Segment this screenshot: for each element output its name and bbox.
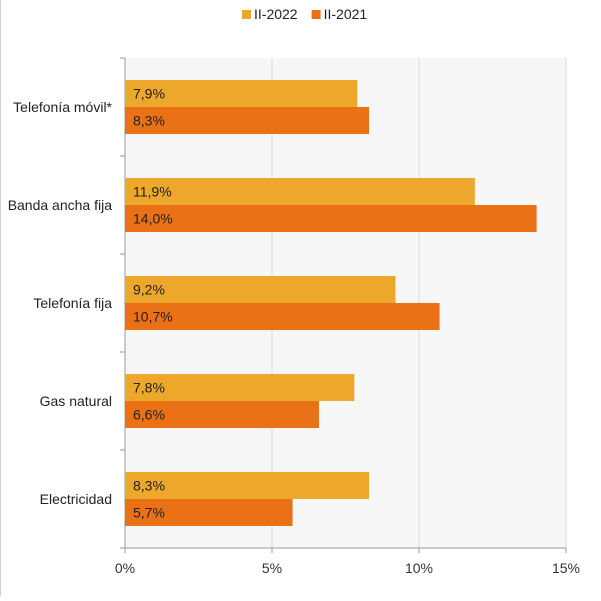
legend-swatch-0 bbox=[242, 10, 251, 19]
bar-II-2022-1 bbox=[125, 178, 475, 205]
bar-II-2021-3 bbox=[125, 401, 320, 428]
bar-II-2022-4 bbox=[125, 472, 370, 499]
legend-swatch-1 bbox=[311, 10, 321, 19]
category-label: Banda ancha fija bbox=[8, 197, 113, 213]
bar-II-2022-3 bbox=[125, 374, 355, 401]
x-tick-label: 10% bbox=[405, 560, 433, 576]
legend-label-1: II-2021 bbox=[324, 6, 368, 22]
bar-II-2022-0 bbox=[125, 80, 358, 107]
x-tick-label: 15% bbox=[552, 560, 580, 576]
category-label: Gas natural bbox=[40, 393, 112, 409]
x-tick-label: 0% bbox=[115, 560, 135, 576]
bar-data-label: 7,9% bbox=[133, 86, 165, 102]
bar-data-label: 5,7% bbox=[133, 505, 165, 521]
bar-II-2021-4 bbox=[125, 499, 293, 526]
category-label: Telefonía móvil* bbox=[13, 99, 112, 115]
bar-II-2021-2 bbox=[125, 303, 440, 330]
bar-data-label: 11,9% bbox=[133, 184, 172, 200]
bar-data-label: 8,3% bbox=[133, 113, 165, 129]
x-tick-label: 5% bbox=[262, 560, 282, 576]
legend-label-0: II-2022 bbox=[254, 6, 298, 22]
bar-data-label: 7,8% bbox=[133, 380, 165, 396]
bar-data-label: 10,7% bbox=[133, 309, 173, 325]
bar-II-2021-1 bbox=[125, 205, 537, 232]
bar-data-label: 14,0% bbox=[133, 211, 173, 227]
bar-data-label: 9,2% bbox=[133, 282, 165, 298]
category-label: Electricidad bbox=[40, 491, 112, 507]
bar-II-2021-0 bbox=[125, 107, 370, 134]
bar-II-2022-2 bbox=[125, 276, 396, 303]
bar-data-label: 8,3% bbox=[133, 478, 165, 494]
category-label: Telefonía fija bbox=[33, 295, 112, 311]
bar-data-label: 6,6% bbox=[133, 407, 165, 423]
